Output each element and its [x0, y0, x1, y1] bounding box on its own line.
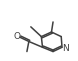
Text: O: O [14, 32, 21, 41]
Text: N: N [62, 44, 68, 53]
